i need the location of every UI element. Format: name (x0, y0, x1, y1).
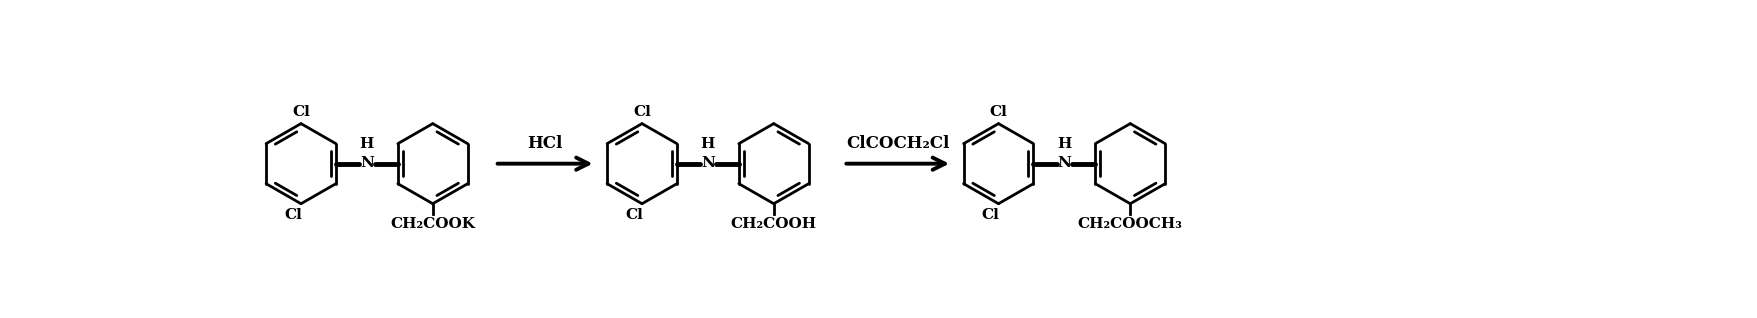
Text: Cl: Cl (285, 208, 302, 222)
Text: CH₂COOCH₃: CH₂COOCH₃ (1077, 217, 1182, 231)
Text: N: N (360, 156, 374, 170)
Text: Cl: Cl (292, 105, 309, 119)
Text: N: N (1058, 156, 1072, 170)
Text: HCl: HCl (527, 135, 562, 152)
Text: H: H (1058, 136, 1072, 151)
Text: H: H (360, 136, 374, 151)
Text: CH₂COOK: CH₂COOK (390, 217, 474, 231)
Text: CH₂COOH: CH₂COOH (731, 217, 817, 231)
Text: ClCOCH₂Cl: ClCOCH₂Cl (847, 135, 949, 152)
Text: H: H (701, 136, 715, 151)
Text: Cl: Cl (625, 208, 643, 222)
Text: Cl: Cl (633, 105, 650, 119)
Text: Cl: Cl (989, 105, 1007, 119)
Text: Cl: Cl (982, 208, 1000, 222)
Text: N: N (701, 156, 715, 170)
